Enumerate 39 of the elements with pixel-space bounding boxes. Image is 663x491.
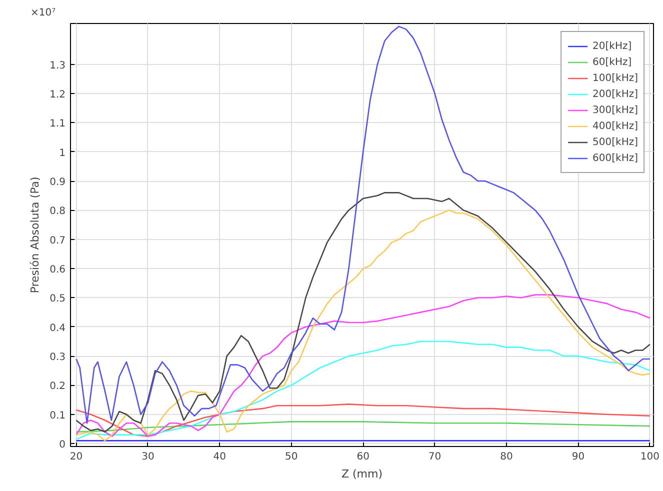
line-series [76,294,651,437]
y-tick-label: 1.2 [50,90,66,101]
x-tick-label: 60 [356,452,370,462]
legend-label: 200[kHz] [592,88,638,102]
y-tick-label: 0.7 [50,235,66,246]
y-tick-label: 1.3 [50,60,66,72]
legend-label: 60[kHz] [592,56,632,70]
legend-label: 300[kHz] [592,104,638,118]
legend-label: 500[kHz] [592,136,638,150]
line-series [76,421,651,433]
x-tick-label: 100 [640,452,660,462]
legend-label: 100[kHz] [592,72,638,86]
x-tick-label: 80 [500,452,513,462]
y-tick-label: 0.6 [50,264,66,276]
x-tick-label: 50 [285,452,298,462]
line-series [76,404,651,437]
y-tick-label: 0.8 [50,206,66,218]
y-tick-label: 0.1 [50,410,66,422]
y-tick-label: 0.3 [50,352,66,364]
x-tick-label: 90 [572,452,585,462]
y-tick-label: 0.9 [50,177,66,188]
x-tick-label: 70 [428,452,442,462]
line-series [76,340,651,440]
y-tick-label: 0 [59,440,66,451]
x-tick-label: 30 [142,452,154,462]
x-axis-title: Z (mm) [341,468,383,480]
y-axis-title: Presión Absoluta (Pa) [28,176,42,294]
y-tick-label: 1.1 [50,118,66,130]
legend-label: 600[kHz] [592,152,638,166]
line-series [76,26,651,424]
legend-label: 20[kHz] [592,40,632,54]
x-tick-label: 20 [70,452,83,462]
y-tick-label: 1 [59,148,66,159]
y-tick-label: 0.5 [50,294,66,305]
text: ×10⁷ [30,8,56,18]
y-tick-label: 0.2 [50,381,66,392]
x-tick-label: 40 [213,452,226,462]
legend-label: 400[kHz] [592,120,638,134]
y-tick-label: 0.4 [50,322,66,334]
